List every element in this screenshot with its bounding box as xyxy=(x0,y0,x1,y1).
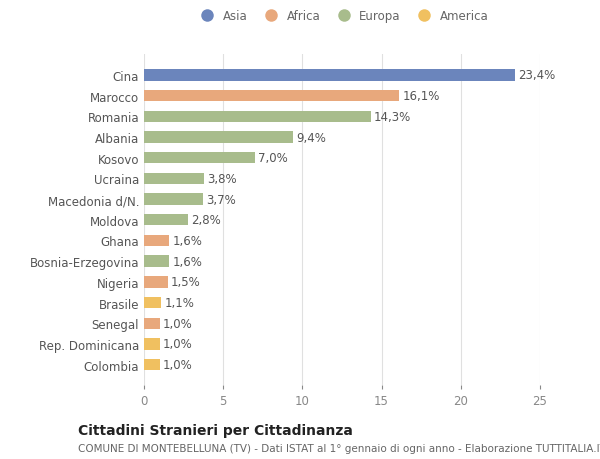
Bar xyxy=(144,256,169,267)
Bar xyxy=(144,132,293,143)
Bar xyxy=(144,91,399,102)
Bar xyxy=(144,359,160,370)
Bar xyxy=(144,112,371,123)
Text: 14,3%: 14,3% xyxy=(374,111,411,123)
Bar xyxy=(144,215,188,226)
Bar xyxy=(144,70,515,81)
Text: 9,4%: 9,4% xyxy=(296,131,326,144)
Bar xyxy=(144,318,160,329)
Text: 1,0%: 1,0% xyxy=(163,358,193,371)
Text: 16,1%: 16,1% xyxy=(402,90,440,103)
Bar xyxy=(144,277,168,288)
Bar xyxy=(144,297,161,308)
Text: 3,7%: 3,7% xyxy=(206,193,236,206)
Text: COMUNE DI MONTEBELLUNA (TV) - Dati ISTAT al 1° gennaio di ogni anno - Elaborazio: COMUNE DI MONTEBELLUNA (TV) - Dati ISTAT… xyxy=(78,443,600,453)
Text: 1,6%: 1,6% xyxy=(173,235,202,247)
Text: 23,4%: 23,4% xyxy=(518,69,555,82)
Text: 1,0%: 1,0% xyxy=(163,338,193,351)
Bar xyxy=(144,153,255,164)
Bar xyxy=(144,235,169,246)
Text: 2,8%: 2,8% xyxy=(191,214,221,227)
Bar xyxy=(144,194,203,205)
Text: Cittadini Stranieri per Cittadinanza: Cittadini Stranieri per Cittadinanza xyxy=(78,423,353,437)
Bar xyxy=(144,339,160,350)
Text: 1,6%: 1,6% xyxy=(173,255,202,268)
Text: 1,1%: 1,1% xyxy=(164,297,194,309)
Text: 7,0%: 7,0% xyxy=(258,152,288,165)
Legend: Asia, Africa, Europa, America: Asia, Africa, Europa, America xyxy=(193,8,491,26)
Text: 1,5%: 1,5% xyxy=(171,276,200,289)
Text: 3,8%: 3,8% xyxy=(208,173,237,185)
Text: 1,0%: 1,0% xyxy=(163,317,193,330)
Bar xyxy=(144,174,204,185)
